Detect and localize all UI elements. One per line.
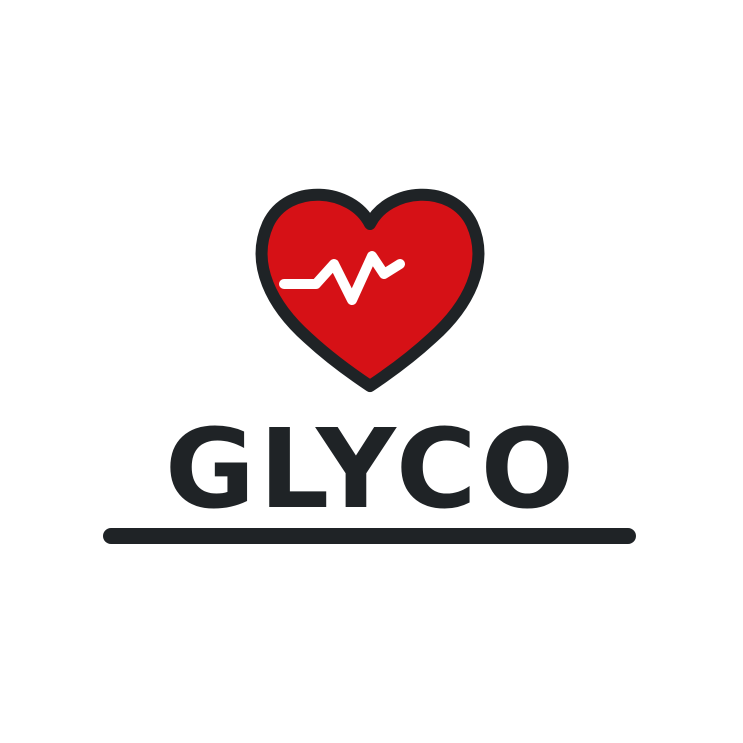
brand-underline <box>103 528 636 544</box>
heart-shape <box>255 188 485 392</box>
brand-wordmark: GLYCO <box>164 405 579 533</box>
pulse-line <box>279 251 405 305</box>
heart-pulse-icon <box>255 188 485 392</box>
